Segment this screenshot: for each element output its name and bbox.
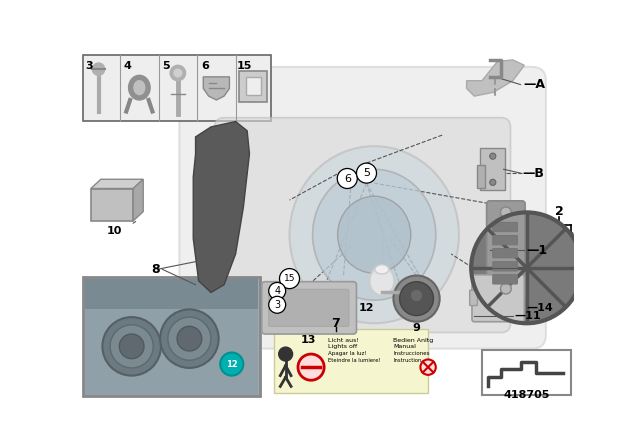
Circle shape [500,283,511,294]
FancyBboxPatch shape [493,275,517,284]
Circle shape [160,310,219,368]
Text: 15: 15 [237,61,253,72]
Circle shape [110,325,153,368]
FancyBboxPatch shape [86,281,258,395]
FancyBboxPatch shape [470,290,477,306]
Text: 7: 7 [332,317,340,330]
FancyBboxPatch shape [269,289,349,326]
Circle shape [220,353,243,375]
FancyBboxPatch shape [493,262,517,271]
Text: 418705: 418705 [504,390,550,400]
Circle shape [177,326,202,351]
FancyBboxPatch shape [472,275,524,322]
Text: 3: 3 [274,300,280,310]
FancyBboxPatch shape [246,77,261,95]
Text: 12: 12 [226,360,237,369]
Text: 10: 10 [106,226,122,236]
Text: 9: 9 [413,323,420,333]
Text: 5: 5 [163,61,170,72]
Circle shape [102,317,161,375]
Text: Lights off: Lights off [328,344,357,349]
Ellipse shape [312,169,436,300]
Text: —1: —1 [526,244,547,257]
FancyBboxPatch shape [486,201,525,299]
Circle shape [490,153,496,159]
Text: 15: 15 [284,274,295,283]
Text: —14: —14 [526,303,553,313]
Ellipse shape [369,266,394,296]
Polygon shape [91,179,143,189]
Circle shape [337,168,357,189]
Text: Apagar la luz!: Apagar la luz! [328,351,367,356]
Text: —A: —A [524,78,545,91]
Circle shape [269,296,285,313]
Ellipse shape [375,265,389,274]
FancyBboxPatch shape [493,222,517,232]
Text: Manual: Manual [394,344,417,349]
Text: —B: —B [522,167,544,180]
Text: 5: 5 [363,168,370,178]
Circle shape [298,354,324,380]
Text: 4: 4 [274,286,280,296]
Text: Bedien Anltg: Bedien Anltg [394,338,434,343]
Circle shape [279,347,292,361]
Polygon shape [133,179,143,221]
Ellipse shape [129,75,150,100]
FancyBboxPatch shape [262,282,356,334]
FancyBboxPatch shape [493,236,517,245]
FancyBboxPatch shape [239,71,267,102]
Circle shape [399,282,433,315]
FancyBboxPatch shape [179,67,546,349]
Text: Instruction: Instruction [394,358,422,363]
Ellipse shape [134,81,145,95]
Text: 8: 8 [151,263,159,276]
Polygon shape [204,77,230,100]
Circle shape [119,334,144,359]
Circle shape [490,179,496,185]
FancyBboxPatch shape [83,277,260,396]
Text: B: B [567,232,574,242]
Circle shape [280,269,300,289]
FancyBboxPatch shape [493,249,517,258]
FancyBboxPatch shape [482,350,570,395]
Text: Licht aus!: Licht aus! [328,338,359,343]
Polygon shape [467,60,524,96]
Circle shape [500,207,511,218]
Circle shape [420,359,436,375]
Text: Eteindre la lumiere!: Eteindre la lumiere! [328,358,381,363]
Text: 2: 2 [555,205,563,218]
Circle shape [92,63,105,75]
Ellipse shape [338,196,411,273]
Ellipse shape [289,146,459,323]
FancyBboxPatch shape [86,280,258,309]
Circle shape [170,65,186,81]
FancyBboxPatch shape [481,148,505,190]
FancyBboxPatch shape [91,189,133,221]
Text: 3: 3 [86,61,93,72]
Circle shape [269,282,285,299]
Text: A: A [543,232,551,242]
FancyBboxPatch shape [477,165,485,188]
Circle shape [394,276,440,322]
Circle shape [174,69,182,77]
Text: 6: 6 [344,173,351,184]
Text: 13: 13 [301,335,316,345]
FancyBboxPatch shape [83,55,271,121]
Circle shape [471,212,582,323]
Circle shape [410,289,422,302]
Circle shape [356,163,376,183]
Text: Instrucciones: Instrucciones [394,351,430,356]
Polygon shape [193,121,250,293]
Circle shape [168,317,211,360]
Text: 6: 6 [201,61,209,72]
FancyBboxPatch shape [274,329,428,392]
FancyBboxPatch shape [215,118,511,332]
Text: 4: 4 [124,61,132,72]
Text: —11: —11 [515,310,541,321]
Text: 12: 12 [359,303,374,313]
